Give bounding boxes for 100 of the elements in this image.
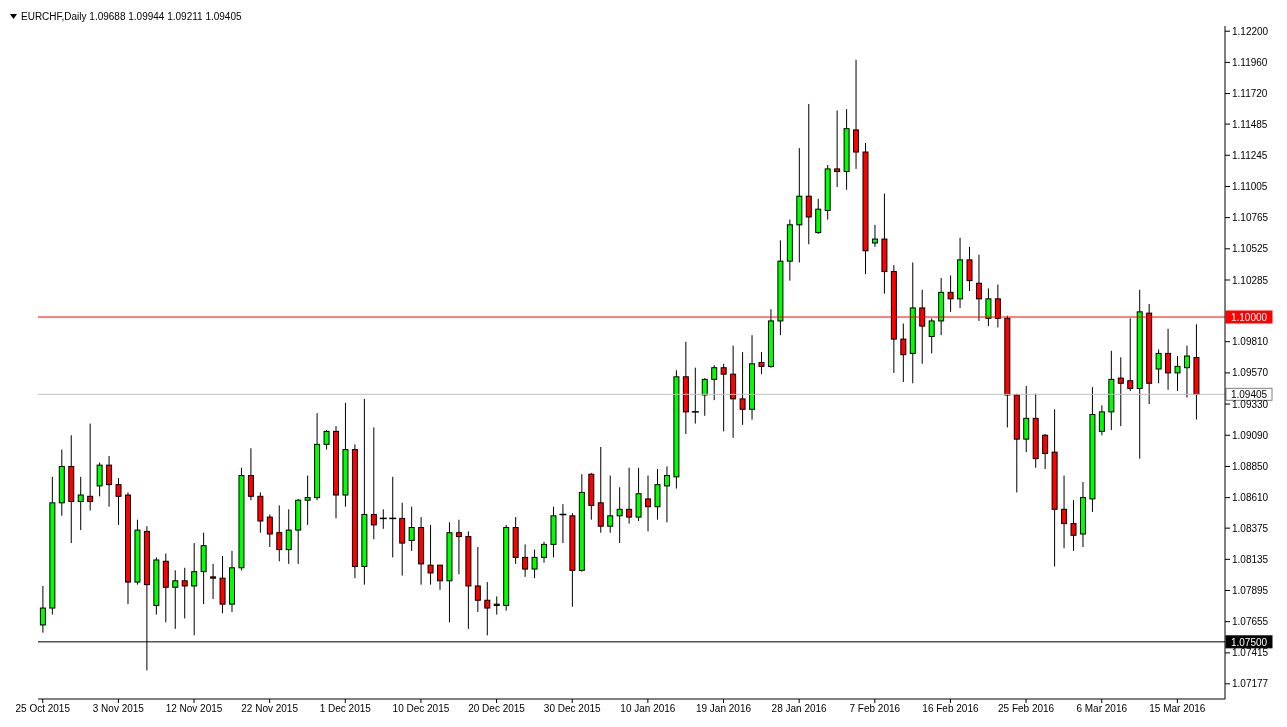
candlestick <box>96 462 103 497</box>
candlestick <box>115 477 122 526</box>
candlestick <box>285 508 292 565</box>
candlestick <box>427 524 434 586</box>
y-tick-label: 1.11005 <box>1232 181 1268 192</box>
x-tick-label: 25 Feb 2016 <box>997 703 1055 715</box>
y-tick-label: 1.10765 <box>1232 212 1269 224</box>
x-tick-label: 30 Dec 2015 <box>543 703 602 715</box>
candlestick <box>701 377 708 417</box>
candlestick <box>654 468 661 521</box>
candlestick <box>966 246 973 292</box>
y-tick-label: 1.09090 <box>1232 429 1269 441</box>
candlestick <box>607 475 614 534</box>
candlestick <box>900 323 907 383</box>
x-tick-label: 25 Oct 2015 <box>15 703 71 715</box>
candlestick <box>1023 385 1030 453</box>
candlestick <box>815 198 822 235</box>
x-tick-label: 28 Jan 2016 <box>771 703 828 715</box>
y-tick-label: 1.10525 <box>1232 243 1269 255</box>
candlestick <box>711 364 718 401</box>
x-tick-label: 10 Jan 2016 <box>620 703 676 715</box>
y-tick-label: 1.09810 <box>1232 336 1269 348</box>
x-tick-label: 15 Mar 2016 <box>1149 703 1206 715</box>
y-tick-label: 1.08375 <box>1232 522 1269 534</box>
candlestick <box>739 351 746 426</box>
candlestick <box>106 455 113 508</box>
y-tick-label: 1.09330 <box>1232 398 1269 410</box>
candlestick <box>87 423 94 512</box>
y-tick-label: 1.08610 <box>1232 492 1269 504</box>
candlestick <box>834 109 841 188</box>
candlestick <box>370 426 377 540</box>
candlestick <box>493 595 500 616</box>
candlestick <box>663 465 670 523</box>
candlestick <box>437 564 444 591</box>
candlestick <box>645 475 652 532</box>
candlestick <box>77 476 84 531</box>
candlestick <box>181 567 188 619</box>
candlestick <box>1061 475 1068 549</box>
candlestick <box>928 317 935 354</box>
candlestick <box>1042 433 1049 470</box>
candlestick <box>720 363 727 432</box>
y-tick-label: 1.07655 <box>1232 616 1269 628</box>
candlestick <box>484 581 491 636</box>
y-tick-label: 1.10285 <box>1232 274 1269 286</box>
y-tick-label: 1.08850 <box>1232 460 1269 472</box>
y-tick-label: 1.07895 <box>1232 585 1269 597</box>
candlestick <box>39 585 46 634</box>
candlestick <box>541 541 548 564</box>
x-tick-label: 16 Feb 2016 <box>922 703 979 715</box>
candlestick <box>635 467 642 522</box>
candlestick <box>691 367 700 425</box>
candlestick <box>626 467 633 525</box>
x-tick-label: 12 Nov 2015 <box>165 703 223 715</box>
candlestick <box>1183 345 1190 399</box>
candlestick <box>247 447 254 501</box>
candlestick <box>1098 404 1105 436</box>
candlestick <box>266 514 273 548</box>
x-tick-label: 7 Feb 2016 <box>849 703 901 715</box>
y-tick-label: 1.09570 <box>1232 367 1269 379</box>
x-tick-label: 20 Dec 2015 <box>468 703 526 715</box>
candlestick <box>191 542 198 636</box>
y-tick-label: 1.08135 <box>1232 553 1269 565</box>
candlestick <box>408 506 415 552</box>
candlestick <box>276 504 283 562</box>
x-tick-label: 1 Dec 2015 <box>319 703 372 715</box>
candlestick <box>323 429 330 451</box>
candlestick <box>758 351 765 375</box>
candlestick <box>947 274 954 313</box>
x-tick-label: 19 Jan 2016 <box>695 703 752 715</box>
ref-line-label: 1.09405 <box>1230 389 1268 401</box>
candlestick <box>805 103 812 245</box>
y-tick-label: 1.11720 <box>1232 88 1268 100</box>
candlestick <box>172 569 179 630</box>
y-tick-label: 1.11485 <box>1232 118 1268 130</box>
candlestick <box>304 475 311 526</box>
candlestick <box>1174 355 1181 392</box>
x-tick-label: 10 Dec 2015 <box>392 703 450 715</box>
candlestick <box>1117 356 1124 427</box>
candlestick <box>455 519 462 575</box>
candlestick <box>210 563 217 600</box>
y-tick-label: 1.07415 <box>1232 647 1269 659</box>
y-tick-label: 1.11245 <box>1232 149 1268 161</box>
x-tick-label: 3 Nov 2015 <box>92 703 145 715</box>
ref-line-label: 1.07500 <box>1230 636 1268 648</box>
y-tick-label: 1.11960 <box>1232 56 1268 68</box>
x-tick-label: 6 Mar 2016 <box>1076 703 1128 715</box>
ref-line-label: 1.10000 <box>1230 312 1268 324</box>
candlestick <box>531 549 538 579</box>
candlestick <box>853 59 860 170</box>
candlestick <box>1070 499 1077 552</box>
candlestick <box>1155 349 1162 384</box>
chart-title: EURCHF,Daily 1.09688 1.09944 1.09211 1.09405 <box>21 11 242 22</box>
candlestick <box>597 446 604 534</box>
candlestick <box>474 546 481 613</box>
candlestick <box>1165 328 1172 391</box>
candlestick <box>871 224 878 248</box>
candlestick <box>522 543 529 578</box>
candlestick <box>616 486 623 544</box>
candlestick <box>985 287 992 327</box>
y-tick-label: 1.12200 <box>1232 25 1269 37</box>
